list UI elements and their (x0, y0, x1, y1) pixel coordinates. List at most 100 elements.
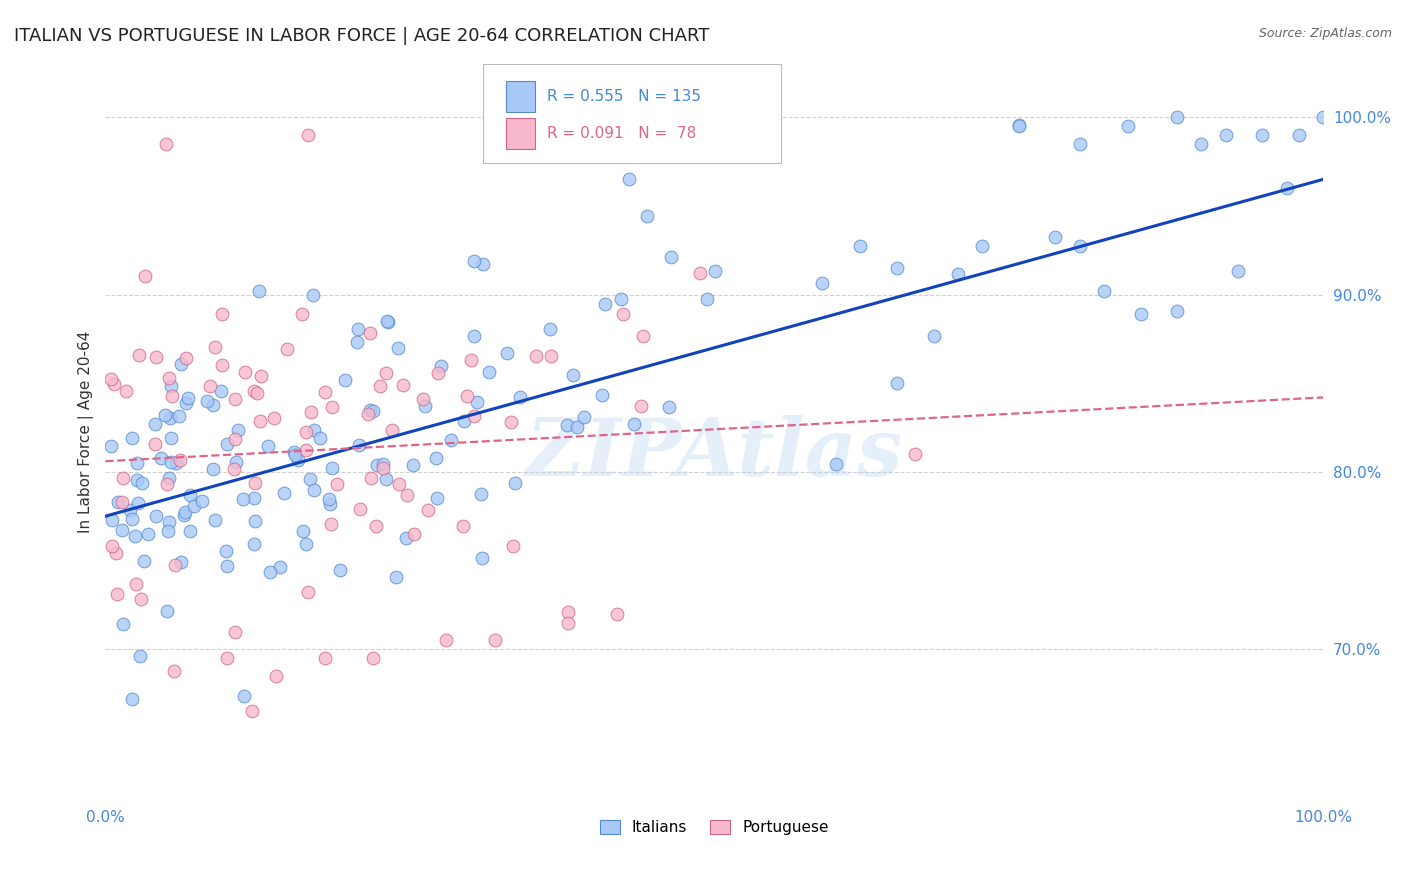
Point (1069, 238, 1091, 252)
Point (111, 617, 134, 632)
Point (291, 524, 314, 538)
Y-axis label: In Labor Force | Age 20-64: In Labor Force | Age 20-64 (79, 331, 94, 533)
Point (426, 491, 449, 505)
Point (198, 378, 221, 392)
Point (439, 434, 461, 448)
Point (319, 516, 342, 531)
Point (886, 260, 908, 275)
Point (658, 401, 681, 415)
Point (121, 692, 143, 706)
Point (245, 514, 267, 528)
Point (630, 400, 652, 414)
Point (240, 704, 263, 718)
Point (1118, 119, 1140, 133)
Point (176, 391, 198, 405)
Point (387, 341, 409, 355)
Point (561, 368, 583, 383)
Point (111, 495, 134, 509)
Point (502, 539, 524, 553)
Point (612, 307, 634, 321)
Point (121, 431, 143, 445)
Point (349, 438, 371, 452)
Point (617, 172, 640, 186)
Point (509, 390, 531, 404)
Point (321, 460, 343, 475)
Point (361, 404, 384, 418)
Point (434, 633, 457, 648)
Point (555, 418, 578, 433)
Point (297, 584, 319, 599)
Point (499, 415, 522, 429)
Point (233, 365, 256, 379)
Point (134, 268, 156, 283)
Point (1045, 229, 1067, 244)
Text: ITALIAN VS PORTUGUESE IN LABOR FORCE | AGE 20-64 CORRELATION CHART: ITALIAN VS PORTUGUESE IN LABOR FORCE | A… (14, 27, 710, 45)
Point (1008, 119, 1031, 133)
Point (1069, 136, 1091, 151)
Point (105, 546, 128, 560)
Point (295, 537, 318, 551)
Point (302, 423, 325, 437)
Point (1008, 118, 1031, 132)
Point (121, 511, 143, 525)
Point (211, 359, 233, 373)
Point (304, 483, 326, 498)
Point (160, 389, 183, 403)
Point (157, 471, 180, 485)
Point (149, 450, 172, 465)
Point (375, 314, 398, 328)
Point (402, 458, 425, 472)
Point (1227, 264, 1250, 278)
Point (179, 524, 201, 538)
Point (370, 379, 392, 393)
Point (170, 555, 193, 569)
Point (243, 491, 266, 506)
Point (360, 471, 382, 485)
Point (269, 560, 291, 574)
Point (637, 209, 659, 223)
Point (453, 414, 475, 428)
Point (170, 357, 193, 371)
Point (395, 531, 418, 545)
Point (173, 508, 195, 522)
Point (250, 368, 273, 383)
Point (128, 348, 150, 362)
Point (284, 448, 307, 462)
Point (273, 486, 295, 500)
Point (456, 388, 478, 402)
Point (160, 455, 183, 469)
Point (595, 297, 617, 311)
Point (565, 420, 588, 434)
Point (366, 458, 388, 472)
Point (1092, 284, 1115, 298)
Point (413, 399, 436, 413)
Point (165, 456, 187, 470)
Point (524, 349, 547, 363)
Point (127, 456, 149, 470)
Point (463, 329, 485, 343)
Point (136, 527, 159, 541)
Point (156, 476, 179, 491)
Point (155, 408, 177, 422)
Point (849, 239, 872, 253)
Point (319, 497, 342, 511)
Point (129, 649, 152, 664)
Point (357, 407, 380, 421)
Point (107, 495, 129, 509)
Point (427, 366, 450, 380)
Point (321, 400, 343, 414)
Point (299, 405, 322, 419)
Point (111, 470, 134, 484)
FancyBboxPatch shape (506, 118, 536, 149)
Point (472, 257, 495, 271)
Point (557, 606, 579, 620)
Point (115, 384, 138, 399)
Point (972, 239, 994, 253)
Point (631, 329, 654, 343)
Point (287, 452, 309, 467)
Point (333, 373, 356, 387)
Point (215, 436, 238, 450)
Point (143, 417, 166, 431)
Point (1129, 307, 1152, 321)
Point (329, 563, 352, 577)
